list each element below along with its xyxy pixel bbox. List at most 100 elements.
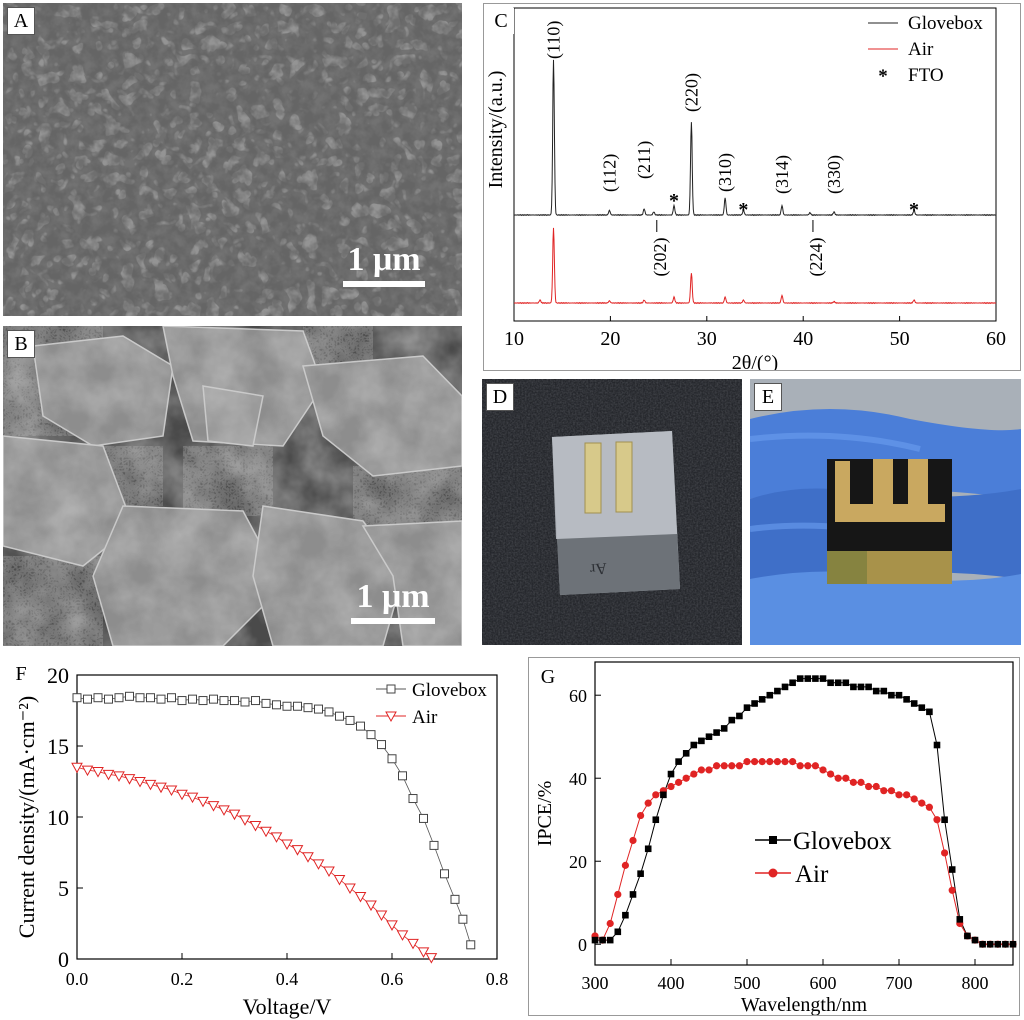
data-point-glovebox xyxy=(789,679,796,687)
data-point-air xyxy=(887,787,895,795)
data-point-glovebox xyxy=(209,694,218,704)
fto-marker: * xyxy=(669,190,679,212)
data-point-glovebox xyxy=(335,711,344,721)
data-point-glovebox xyxy=(796,675,804,682)
y-axis-label: Intensity/(a.u.) xyxy=(485,71,507,189)
data-point-glovebox xyxy=(895,691,903,699)
data-point-glovebox xyxy=(804,675,812,682)
data-point-glovebox xyxy=(728,716,736,724)
data-point-air xyxy=(872,782,880,791)
data-point-air xyxy=(386,920,398,931)
data-point-glovebox xyxy=(83,694,92,704)
data-point-air xyxy=(239,815,251,826)
data-point-glovebox xyxy=(135,693,145,703)
data-point-glovebox xyxy=(941,816,948,824)
data-point-air xyxy=(849,778,857,786)
data-point-glovebox xyxy=(419,813,428,823)
series-air-line xyxy=(514,227,997,305)
x-tick-label: 30 xyxy=(697,328,717,350)
data-point-glovebox xyxy=(188,694,197,704)
gold-electrodes xyxy=(584,441,633,514)
data-point-glovebox xyxy=(652,816,660,824)
x-tick-label: 400 xyxy=(658,973,685,993)
data-point-glovebox xyxy=(114,693,124,703)
scale-label-a: 1 μm xyxy=(347,241,421,278)
data-point-glovebox xyxy=(167,693,176,703)
data-point-glovebox xyxy=(324,707,334,717)
data-point-air xyxy=(323,866,335,877)
scale-label-b: 1 μm xyxy=(356,578,430,615)
x-axis-label: Voltage/V xyxy=(243,994,332,1019)
legend-label-air: Air xyxy=(795,861,829,888)
series-glovebox-line xyxy=(514,59,997,217)
data-point-glovebox xyxy=(713,729,720,736)
data-point-glovebox xyxy=(644,845,652,853)
panel-label-e: E xyxy=(754,383,782,411)
data-point-air xyxy=(789,758,797,766)
data-point-glovebox xyxy=(926,708,933,716)
data-point-glovebox xyxy=(599,936,606,944)
x-tick-label: 10 xyxy=(504,328,524,350)
data-point-air xyxy=(144,779,157,791)
data-point-glovebox xyxy=(345,715,355,725)
data-point-air xyxy=(629,836,637,845)
panel-label-g: G xyxy=(535,664,561,690)
scale-bar-a: 1 μm xyxy=(343,241,425,287)
data-point-glovebox xyxy=(198,696,208,706)
panel-label-f: F xyxy=(8,661,34,687)
data-point-air xyxy=(682,774,690,782)
data-point-glovebox xyxy=(251,696,260,706)
x-axis-label: Wavelength/nm xyxy=(741,994,868,1015)
x-tick-label: 20 xyxy=(600,328,620,350)
series-glovebox-line xyxy=(595,678,1013,945)
data-point-air xyxy=(218,805,230,816)
data-point-glovebox xyxy=(971,936,979,944)
data-point-air xyxy=(743,758,751,766)
peak-label: (314) xyxy=(772,155,793,194)
data-point-glovebox xyxy=(458,914,468,924)
peak-label: (112) xyxy=(599,154,620,192)
data-point-air xyxy=(827,770,835,778)
data-point-air xyxy=(281,839,293,851)
legend-swatch-glovebox xyxy=(386,684,396,694)
data-point-glovebox xyxy=(827,679,834,687)
data-point-air xyxy=(652,791,660,799)
data-point-air xyxy=(857,778,865,786)
data-point-glovebox xyxy=(948,866,956,873)
x-tick-label: 50 xyxy=(890,328,910,350)
data-point-glovebox xyxy=(146,693,155,703)
data-point-air xyxy=(354,892,367,903)
y-tick-label: 0 xyxy=(578,935,587,955)
data-point-glovebox xyxy=(614,928,622,936)
device-gold-electrodes xyxy=(835,459,945,522)
x-tick-label: 0.0 xyxy=(66,969,89,989)
data-point-air xyxy=(910,795,918,803)
data-point-glovebox xyxy=(660,791,667,799)
data-point-air xyxy=(804,762,812,770)
data-point-glovebox xyxy=(450,894,460,904)
peak-label: (110) xyxy=(544,21,565,59)
data-point-air xyxy=(197,796,209,808)
jv-chart: 0.0 0.2 0.4 0.6 0.8 0 5 10 15 20 Voltage/V Current … xyxy=(14,663,508,1019)
data-point-air xyxy=(781,758,789,766)
data-point-glovebox xyxy=(606,936,614,944)
sem-texture-a xyxy=(3,3,462,316)
data-point-air xyxy=(758,758,766,766)
data-point-glovebox xyxy=(429,840,439,850)
data-point-air xyxy=(735,762,743,770)
data-point-air xyxy=(375,910,388,922)
data-point-glovebox xyxy=(872,687,880,695)
data-point-glovebox xyxy=(690,741,698,749)
data-point-glovebox xyxy=(986,940,994,948)
data-point-glovebox xyxy=(698,737,705,745)
data-point-glovebox xyxy=(622,911,629,919)
y-tick-label: 0 xyxy=(58,947,69,972)
data-point-glovebox xyxy=(1009,940,1017,948)
series-glovebox-line xyxy=(76,695,472,945)
y-tick-label: 20 xyxy=(569,852,587,872)
data-point-glovebox xyxy=(230,696,239,706)
data-point-air xyxy=(614,890,622,899)
data-point-glovebox xyxy=(156,694,166,704)
data-point-glovebox xyxy=(667,770,675,778)
y-axis-label: Current density/(mA·cm⁻²) xyxy=(14,696,39,938)
